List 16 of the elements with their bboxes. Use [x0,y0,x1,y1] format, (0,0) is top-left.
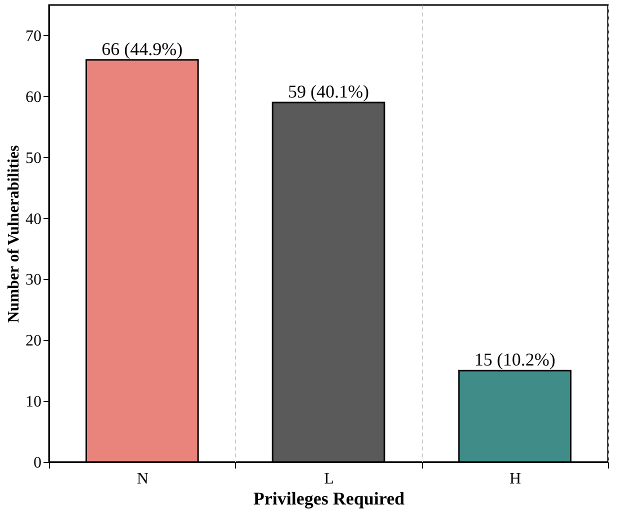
data-label: 66 (44.9%) [102,38,183,59]
x-axis-title: Privileges Required [253,488,405,508]
y-tick-label: 60 [26,88,42,106]
y-tick-label: 0 [34,454,42,472]
x-tick-label: H [510,470,522,488]
x-tick-label: L [324,470,334,488]
y-tick-label: 70 [26,28,42,45]
y-tick-label: 10 [26,394,42,411]
y-tick-label: 30 [26,272,42,289]
data-label: 15 (10.2%) [474,350,556,370]
y-axis-title: Number of Vulnerabilities [6,145,22,323]
y-tick-label: 50 [26,150,42,167]
y-tick-label: 40 [26,210,42,228]
data-label: 59 (40.1%) [288,81,369,102]
y-tick-label: 20 [26,332,42,350]
x-tick-label: N [136,470,149,488]
